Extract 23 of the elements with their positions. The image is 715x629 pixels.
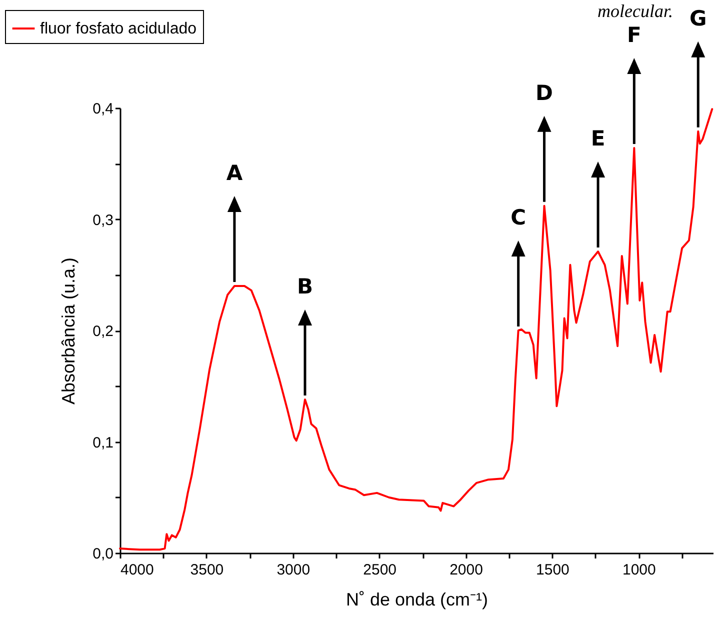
y-axis-title: Absorbância (u.a.) [58,257,79,405]
x-tick-label: 4000 [120,562,154,578]
x-tick-label: 2000 [450,562,483,578]
y-tick-label: 0,4 [92,100,114,118]
annotation: E [590,126,606,151]
x-tick-label: 1500 [536,562,570,578]
x-tick-label: 2500 [363,562,397,578]
text: molecular. [598,1,673,21]
y-tick-label: 0,0 [92,546,114,562]
annotation: D [536,80,553,105]
x-tick-label: 3500 [190,562,224,578]
annotation: A [226,161,244,185]
annotation: B [296,274,313,298]
x-tick-label: 3000 [276,562,310,578]
y-tick-label: 0,3 [92,212,114,229]
annotation: F [626,23,642,48]
annotation: C [510,206,526,230]
x-tick-label: 1000 [622,562,656,578]
x-axis-title: N˚ de onda (cm⁻¹) [346,590,488,610]
annotation: G [690,6,707,30]
legend-label: fluor fosfato acidulado [40,20,197,38]
y-tick-label: 0,2 [92,323,114,340]
y-tick-label: 0,1 [92,434,114,452]
